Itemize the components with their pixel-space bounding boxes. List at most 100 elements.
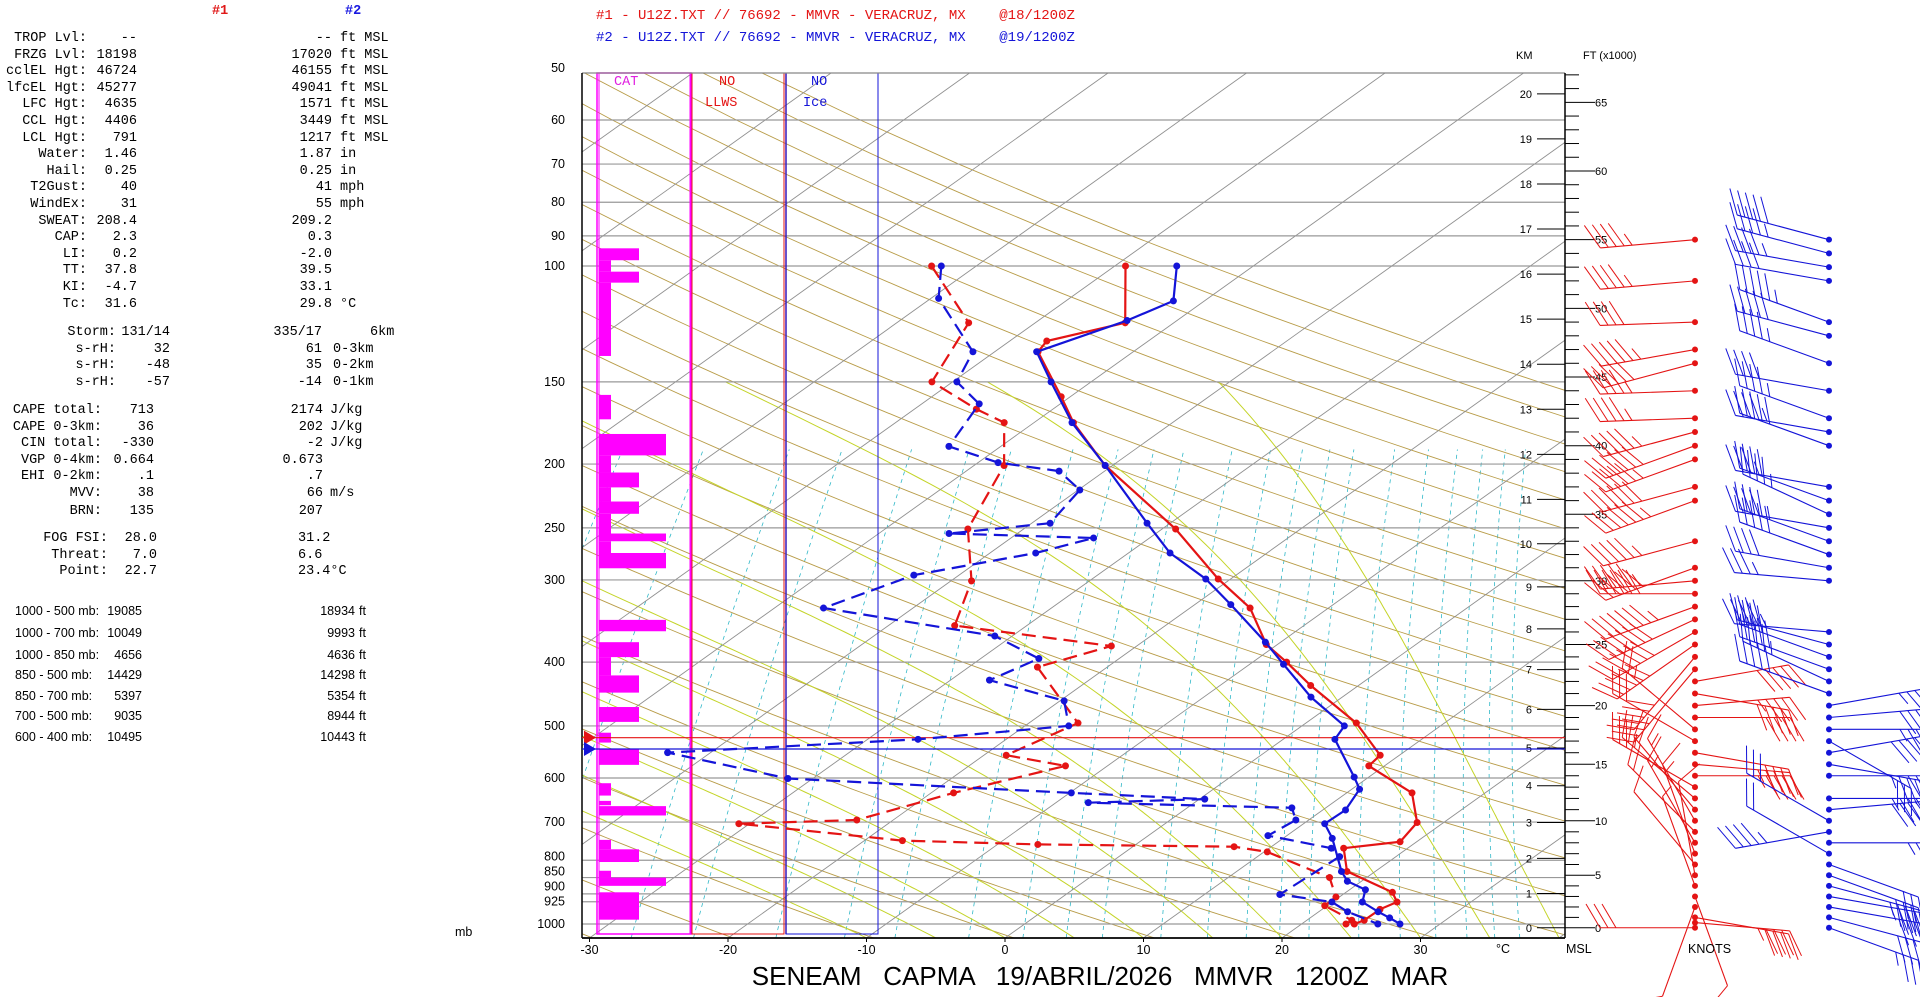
wind-level-dot — [1826, 872, 1832, 879]
wind-barb — [1627, 737, 1698, 835]
index-label: 850 - 700 mb: — [15, 689, 93, 703]
series1-value: 4656 — [114, 648, 142, 662]
wind-barb-flag — [1733, 239, 1744, 266]
wind-barb-flag — [1749, 363, 1756, 392]
temperature-line — [1036, 265, 1419, 926]
wind-level-dot — [1692, 749, 1698, 756]
wind-level-dot — [1826, 511, 1832, 518]
wind-barb-flag — [1717, 826, 1736, 849]
x-tick-label: 10 — [1137, 943, 1151, 957]
series2-value: -- — [315, 31, 332, 46]
wind-barb-flag — [1585, 569, 1601, 595]
wind-barb-flag — [1910, 904, 1917, 933]
wind-barb-flag — [1781, 697, 1799, 721]
index-row: 1000 - 500 mb: 19085 18934 ft — [0, 603, 480, 620]
wind-barb-flag — [1621, 710, 1628, 738]
index-row: Water: 1.46 1.87 in — [0, 146, 480, 163]
wind-barb-half-flag — [1891, 798, 1900, 811]
knots-label: KNOTS — [1688, 942, 1732, 956]
isotherm-line — [0, 73, 554, 938]
wind-barb-flag — [1593, 903, 1609, 929]
wind-level-dot — [1692, 882, 1698, 889]
mixing-ratio-line — [1488, 449, 1506, 938]
wind-barb-flag — [1611, 673, 1638, 686]
wind-barb-flag — [1915, 801, 1920, 810]
pressure-tick-label: 80 — [551, 195, 565, 209]
series2-value: 5354 — [327, 689, 355, 703]
isotherm-line — [0, 73, 139, 938]
wind-barb-flag — [1734, 385, 1741, 414]
series2-value: 17020 — [291, 47, 332, 63]
mixing-ratio-line — [1358, 449, 1395, 938]
wind-barb-flag — [1606, 539, 1627, 560]
mixing-ratio-line — [1433, 449, 1458, 938]
wind-barb-flag — [1621, 481, 1643, 502]
wind-barb-flag — [1764, 929, 1776, 956]
series2-unit: ft — [359, 648, 366, 662]
series2-unit: 6km — [370, 325, 395, 340]
wind-barb-flag — [1734, 633, 1741, 662]
wind-barb-flag — [1630, 641, 1655, 656]
index-label: s-rH: — [75, 358, 116, 373]
wind-barb-flag — [1725, 348, 1736, 375]
wind-barb-flag — [1756, 489, 1763, 518]
wind-barb — [1585, 569, 1698, 597]
wind-level-dot — [1692, 678, 1698, 685]
series1-value: 5397 — [114, 689, 142, 703]
wind-barb — [1722, 547, 1832, 584]
wind-barb — [1583, 481, 1698, 513]
series2-unit: ft MSL — [340, 80, 389, 96]
dry-adiabat-line — [582, 103, 1565, 501]
wind-barb-flag — [1607, 564, 1625, 588]
dewpoint-point — [1046, 519, 1054, 527]
series2-unit: J/kg — [330, 420, 363, 435]
wind-barb-flag — [1780, 932, 1791, 959]
dry-adiabat-line — [582, 681, 1295, 938]
wind-barb — [1692, 690, 1799, 737]
dewpoint-point — [1034, 840, 1042, 848]
dewpoint-point — [985, 676, 993, 684]
wind-barb-flag — [1756, 311, 1763, 340]
km-tick-label: 11 — [1521, 494, 1532, 506]
series2-value: -14 — [297, 375, 322, 390]
wind-barb-staff — [1603, 540, 1696, 567]
pressure-tick-label: 800 — [544, 850, 565, 864]
index-label: s-rH: — [75, 375, 116, 390]
wind-barb-flag — [1583, 344, 1602, 367]
series1-value: -330 — [121, 436, 154, 451]
sounding-series-1 — [582, 262, 1565, 928]
chart-title: SENEAM CAPMA 19/ABRIL/2026 MMVR 1200Z MA… — [751, 961, 1449, 991]
wind-barb — [1633, 765, 1698, 868]
wind-barb-flag — [1734, 262, 1741, 290]
wind-barb-flag — [1598, 541, 1620, 563]
isotherm-line — [582, 73, 1386, 648]
wind-barb-flag — [1600, 636, 1624, 654]
cat-turbulence-bar — [599, 433, 666, 456]
wind-level-dot — [1692, 872, 1698, 879]
dewpoint-point — [1061, 762, 1069, 770]
wind-barb — [1584, 497, 1698, 534]
wind-barb-flag — [1592, 370, 1609, 395]
wind-barb-flag — [1584, 397, 1601, 422]
wind-barb-flag — [1752, 290, 1761, 318]
cat-turbulence-bar — [599, 839, 611, 850]
wind-barb — [1826, 924, 1920, 985]
wind-barb-half-flag — [1761, 407, 1768, 422]
wind-barb-flag — [1902, 902, 1909, 930]
index-label: CAPE 0-3km: — [12, 420, 102, 435]
dewpoint-point — [975, 400, 983, 408]
index-label: lfcEL Hgt: — [5, 80, 87, 96]
wind-barb-half-flag — [1766, 506, 1771, 520]
wind-barb-flag — [1744, 206, 1754, 234]
wind-barb-flag — [1912, 939, 1920, 967]
series2-value: 10443 — [320, 730, 355, 744]
wind-level-dot — [1692, 415, 1698, 422]
wind-level-dot — [1826, 850, 1832, 857]
series2-value: 35 — [305, 358, 322, 373]
wind-level-dot — [1692, 497, 1698, 504]
moist-adiabat-line — [582, 691, 1075, 938]
wind-level-dot — [1826, 497, 1832, 504]
wind-barb-flag — [1915, 842, 1920, 851]
wind-barb-flag — [1606, 361, 1627, 383]
km-tick-label: 1 — [1526, 888, 1532, 900]
